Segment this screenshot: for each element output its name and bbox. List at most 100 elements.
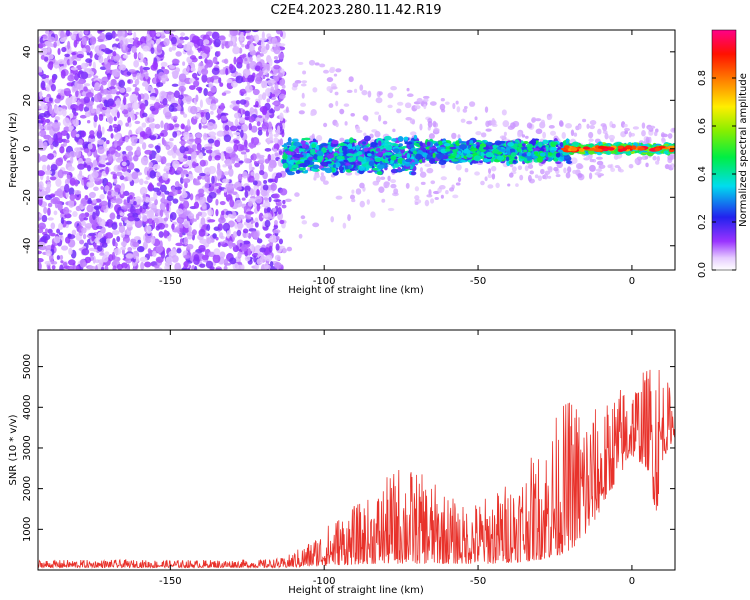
heatmap-cell [164, 209, 168, 216]
heatmap-cell [155, 32, 161, 37]
heatmap-cell [193, 80, 200, 88]
heatmap-cell [433, 143, 440, 147]
heatmap-cell [41, 214, 48, 223]
heatmap-cell [142, 203, 148, 210]
heatmap-cell [119, 87, 126, 93]
heatmap-cell [209, 266, 215, 270]
heatmap-cell [244, 96, 251, 101]
heatmap-cell [80, 71, 89, 80]
heatmap-cell [41, 117, 46, 126]
heatmap-cell [242, 231, 249, 238]
heatmap-cell [278, 93, 286, 100]
heatmap-cell [57, 169, 64, 179]
heatmap-cell [267, 178, 273, 183]
heatmap-cell [190, 105, 198, 115]
heatmap-cell [265, 43, 270, 51]
heatmap-cell [92, 199, 97, 204]
heatmap-cell [114, 242, 118, 248]
heatmap-cell [87, 143, 93, 150]
heatmap-cell [105, 238, 111, 244]
heatmap-cell [132, 154, 139, 162]
heatmap-cell [366, 199, 370, 205]
heatmap-cell [139, 131, 146, 138]
heatmap-cell [198, 55, 203, 60]
heatmap-cell [132, 212, 139, 218]
heatmap-cell [59, 234, 63, 239]
heatmap-cell [236, 264, 244, 270]
heatmap-cell [148, 143, 154, 149]
heatmap-cell [256, 258, 263, 265]
heatmap-cell [197, 211, 203, 217]
heatmap-cell [295, 169, 301, 174]
heatmap-cell [183, 113, 188, 118]
heatmap-cell [38, 66, 43, 74]
heatmap-cell [390, 163, 395, 167]
heatmap-cell [78, 30, 83, 39]
heatmap-cell [423, 98, 429, 103]
heatmap-cell [219, 232, 224, 239]
heatmap-cell [586, 123, 590, 129]
heatmap-cell [205, 149, 213, 154]
heatmap-cell [149, 116, 154, 123]
heatmap-cell [142, 193, 147, 202]
heatmap-cell [89, 36, 97, 45]
heatmap-cell [219, 251, 226, 259]
heatmap-cell [153, 164, 161, 170]
heatmap-cell [249, 34, 254, 43]
heatmap-cell [232, 231, 238, 238]
heatmap-cell [101, 126, 105, 135]
heatmap-cell [87, 137, 96, 143]
heatmap-cell [59, 254, 64, 260]
heatmap-cell [424, 199, 430, 207]
heatmap-cell [272, 229, 281, 234]
heatmap-cell [48, 61, 54, 65]
heatmap-cell [261, 122, 269, 130]
heatmap-cell [38, 197, 43, 206]
heatmap-cell [444, 101, 450, 105]
heatmap-cell [171, 83, 179, 87]
heatmap-cell [285, 106, 289, 113]
heatmap-cell [123, 171, 130, 176]
heatmap-cell [50, 83, 56, 92]
heatmap-cell [227, 196, 233, 201]
heatmap-cell [248, 162, 253, 172]
heatmap-cell [572, 169, 577, 174]
heatmap-cell [312, 87, 318, 93]
heatmap-cell [210, 86, 217, 93]
heatmap-cell [86, 119, 91, 124]
heatmap-cell [45, 74, 50, 79]
heatmap-cell [163, 229, 168, 239]
heatmap-cell [247, 247, 251, 256]
heatmap-cell [485, 120, 490, 128]
heatmap-cell [56, 255, 61, 260]
heatmap-cell [91, 235, 95, 242]
heatmap-cell [58, 222, 64, 231]
heatmap-cell [188, 85, 196, 90]
heatmap-cell [253, 160, 258, 166]
heatmap-cell [215, 149, 220, 153]
heatmap-cell [89, 50, 93, 59]
heatmap-cell [81, 36, 86, 46]
heatmap-cell [220, 210, 225, 216]
heatmap-cell [133, 51, 138, 60]
heatmap-cell [92, 61, 96, 70]
heatmap-cell [439, 103, 446, 111]
heatmap-cell [268, 109, 276, 114]
heatmap-cell [225, 67, 229, 76]
heatmap-cell [142, 45, 150, 52]
heatmap-cell [358, 165, 365, 171]
heatmap-cell [287, 137, 292, 143]
heatmap-cell [160, 95, 165, 100]
heatmap-cell [455, 182, 461, 186]
heatmap-cell [267, 88, 271, 97]
heatmap-cell [215, 198, 219, 206]
heatmap-cell [158, 231, 164, 238]
heatmap-cell [138, 136, 144, 145]
heatmap-cell [191, 151, 197, 159]
heatmap-cell [106, 128, 114, 132]
heatmap-cell [398, 143, 403, 147]
heatmap-cell [275, 30, 282, 35]
figure-title: C2E4.2023.280.11.42.R19 [270, 3, 441, 18]
heatmap-cell [127, 151, 134, 157]
heatmap-cell [148, 135, 157, 140]
